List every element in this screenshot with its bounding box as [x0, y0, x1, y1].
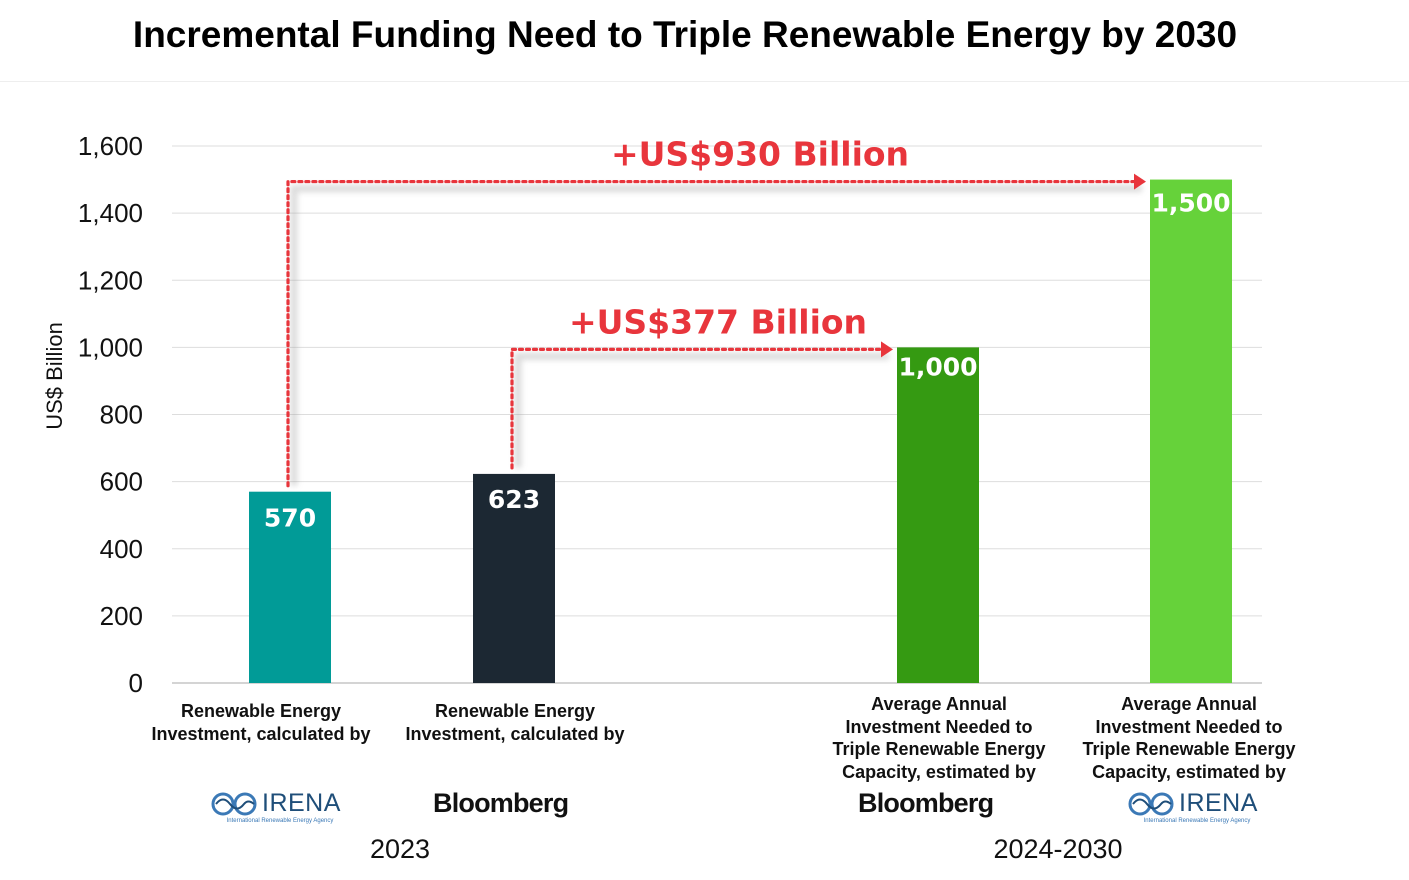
bars: 570 623 1,000 1,500	[249, 179, 1232, 683]
bar-value-label: 1,500	[1151, 189, 1230, 218]
irena-wordmark: IRENA	[1179, 789, 1258, 817]
category-label-4: Average Annual Investment Needed to Trip…	[1064, 693, 1314, 783]
arrow-shadow	[514, 352, 889, 468]
category-label-line: Investment, calculated by	[405, 723, 625, 744]
y-tick-label: 200	[100, 601, 143, 631]
y-tick-label: 600	[100, 467, 143, 497]
group-label-2023: 2023	[369, 834, 431, 864]
annotation-arrow-line	[510, 347, 885, 470]
category-label-line: Triple Renewable Energy	[832, 739, 1046, 759]
gridlines	[172, 145, 1262, 684]
category-label-line: Investment, calculated by	[151, 723, 371, 744]
bar-value-label: 1,000	[898, 352, 977, 381]
y-tick-label: 1,000	[78, 332, 143, 362]
bar	[1150, 179, 1232, 683]
chart-title: Incremental Funding Need to Triple Renew…	[132, 14, 1238, 55]
bar	[473, 473, 555, 683]
bar	[249, 491, 331, 683]
category-label-line: Capacity, estimated by	[842, 761, 1036, 782]
y-axis-label: US$ Billion	[42, 322, 67, 430]
irena-subtitle: International Renewable Energy Agency	[1143, 818, 1251, 824]
annotation-arrow-line	[286, 179, 1138, 488]
category-label-line: Renewable Energy	[434, 701, 596, 721]
title-divider	[0, 81, 1409, 82]
y-tick-label: 0	[129, 668, 143, 698]
category-label-2: Renewable Energy Investment, calculated …	[390, 700, 640, 745]
irena-logo-icon	[1128, 792, 1174, 816]
category-label-3: Average Annual Investment Needed to Trip…	[814, 693, 1064, 783]
bar-value-label: 623	[488, 485, 540, 514]
category-label-line: Average Annual	[871, 694, 1007, 714]
y-tick-label: 1,200	[78, 265, 143, 295]
y-tick-label: 400	[100, 534, 143, 564]
group-label-2024-2030: 2024-2030	[993, 834, 1123, 864]
bar	[897, 347, 979, 683]
arrowhead-icon	[881, 341, 893, 358]
category-label-line: Investment Needed to	[1095, 716, 1283, 737]
y-axis-ticks: 0 200 400 600 800 1,000 1,200 1,400 1,600	[78, 131, 143, 698]
bloomberg-logo: Bloomberg	[858, 788, 994, 818]
annotation-label: +US$930 Billion	[611, 135, 909, 174]
y-tick-label: 1,600	[78, 131, 143, 161]
category-label-1: Renewable Energy Investment, calculated …	[136, 700, 386, 745]
category-label-line: Triple Renewable Energy	[1082, 739, 1296, 759]
bloomberg-logo: Bloomberg	[433, 788, 569, 818]
annotation-arrows: +US$930 Billion +US$377 Billion	[286, 135, 1146, 488]
arrow-shadow	[290, 185, 1142, 486]
y-tick-label: 1,400	[78, 198, 143, 228]
category-label-line: Capacity, estimated by	[1092, 761, 1286, 782]
category-label-line: Investment Needed to	[845, 716, 1033, 737]
irena-subtitle: International Renewable Energy Agency	[226, 818, 334, 824]
irena-logo: IRENA International Renewable Energy Age…	[210, 789, 360, 829]
irena-logo: IRENA International Renewable Energy Age…	[1127, 789, 1277, 829]
annotation-label: +US$377 Billion	[569, 302, 867, 341]
irena-wordmark: IRENA	[262, 789, 341, 817]
y-tick-label: 800	[100, 400, 143, 430]
irena-logo-icon	[211, 792, 257, 816]
category-label-line: Average Annual	[1121, 694, 1257, 714]
arrowhead-icon	[1134, 173, 1146, 190]
category-label-line: Renewable Energy	[180, 701, 342, 721]
bar-value-label: 570	[264, 504, 316, 533]
